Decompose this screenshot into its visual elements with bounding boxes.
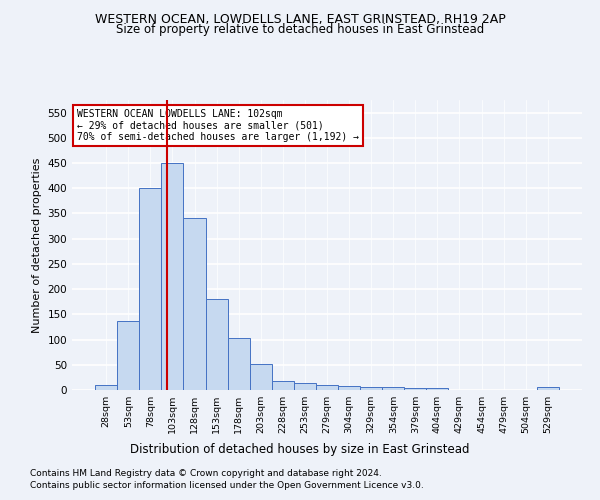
Bar — [338, 386, 360, 390]
Text: Contains HM Land Registry data © Crown copyright and database right 2024.: Contains HM Land Registry data © Crown c… — [30, 468, 382, 477]
Bar — [117, 321, 139, 390]
Bar — [206, 299, 227, 390]
Bar — [427, 388, 448, 390]
Text: Contains public sector information licensed under the Open Government Licence v3: Contains public sector information licen… — [30, 481, 424, 490]
Bar — [95, 385, 117, 390]
Text: WESTERN OCEAN, LOWDELLS LANE, EAST GRINSTEAD, RH19 2AP: WESTERN OCEAN, LOWDELLS LANE, EAST GRINS… — [95, 12, 505, 26]
Bar — [184, 218, 206, 390]
Bar — [227, 338, 250, 390]
Text: WESTERN OCEAN LOWDELLS LANE: 102sqm
← 29% of detached houses are smaller (501)
7: WESTERN OCEAN LOWDELLS LANE: 102sqm ← 29… — [77, 108, 359, 142]
Bar — [382, 388, 404, 390]
Bar — [537, 388, 559, 390]
Bar — [404, 388, 427, 390]
Text: Distribution of detached houses by size in East Grinstead: Distribution of detached houses by size … — [130, 442, 470, 456]
Y-axis label: Number of detached properties: Number of detached properties — [32, 158, 42, 332]
Bar — [272, 382, 294, 390]
Bar — [139, 188, 161, 390]
Bar — [250, 364, 272, 390]
Bar — [360, 388, 382, 390]
Bar — [316, 385, 338, 390]
Text: Size of property relative to detached houses in East Grinstead: Size of property relative to detached ho… — [116, 22, 484, 36]
Bar — [294, 384, 316, 390]
Bar — [161, 163, 184, 390]
